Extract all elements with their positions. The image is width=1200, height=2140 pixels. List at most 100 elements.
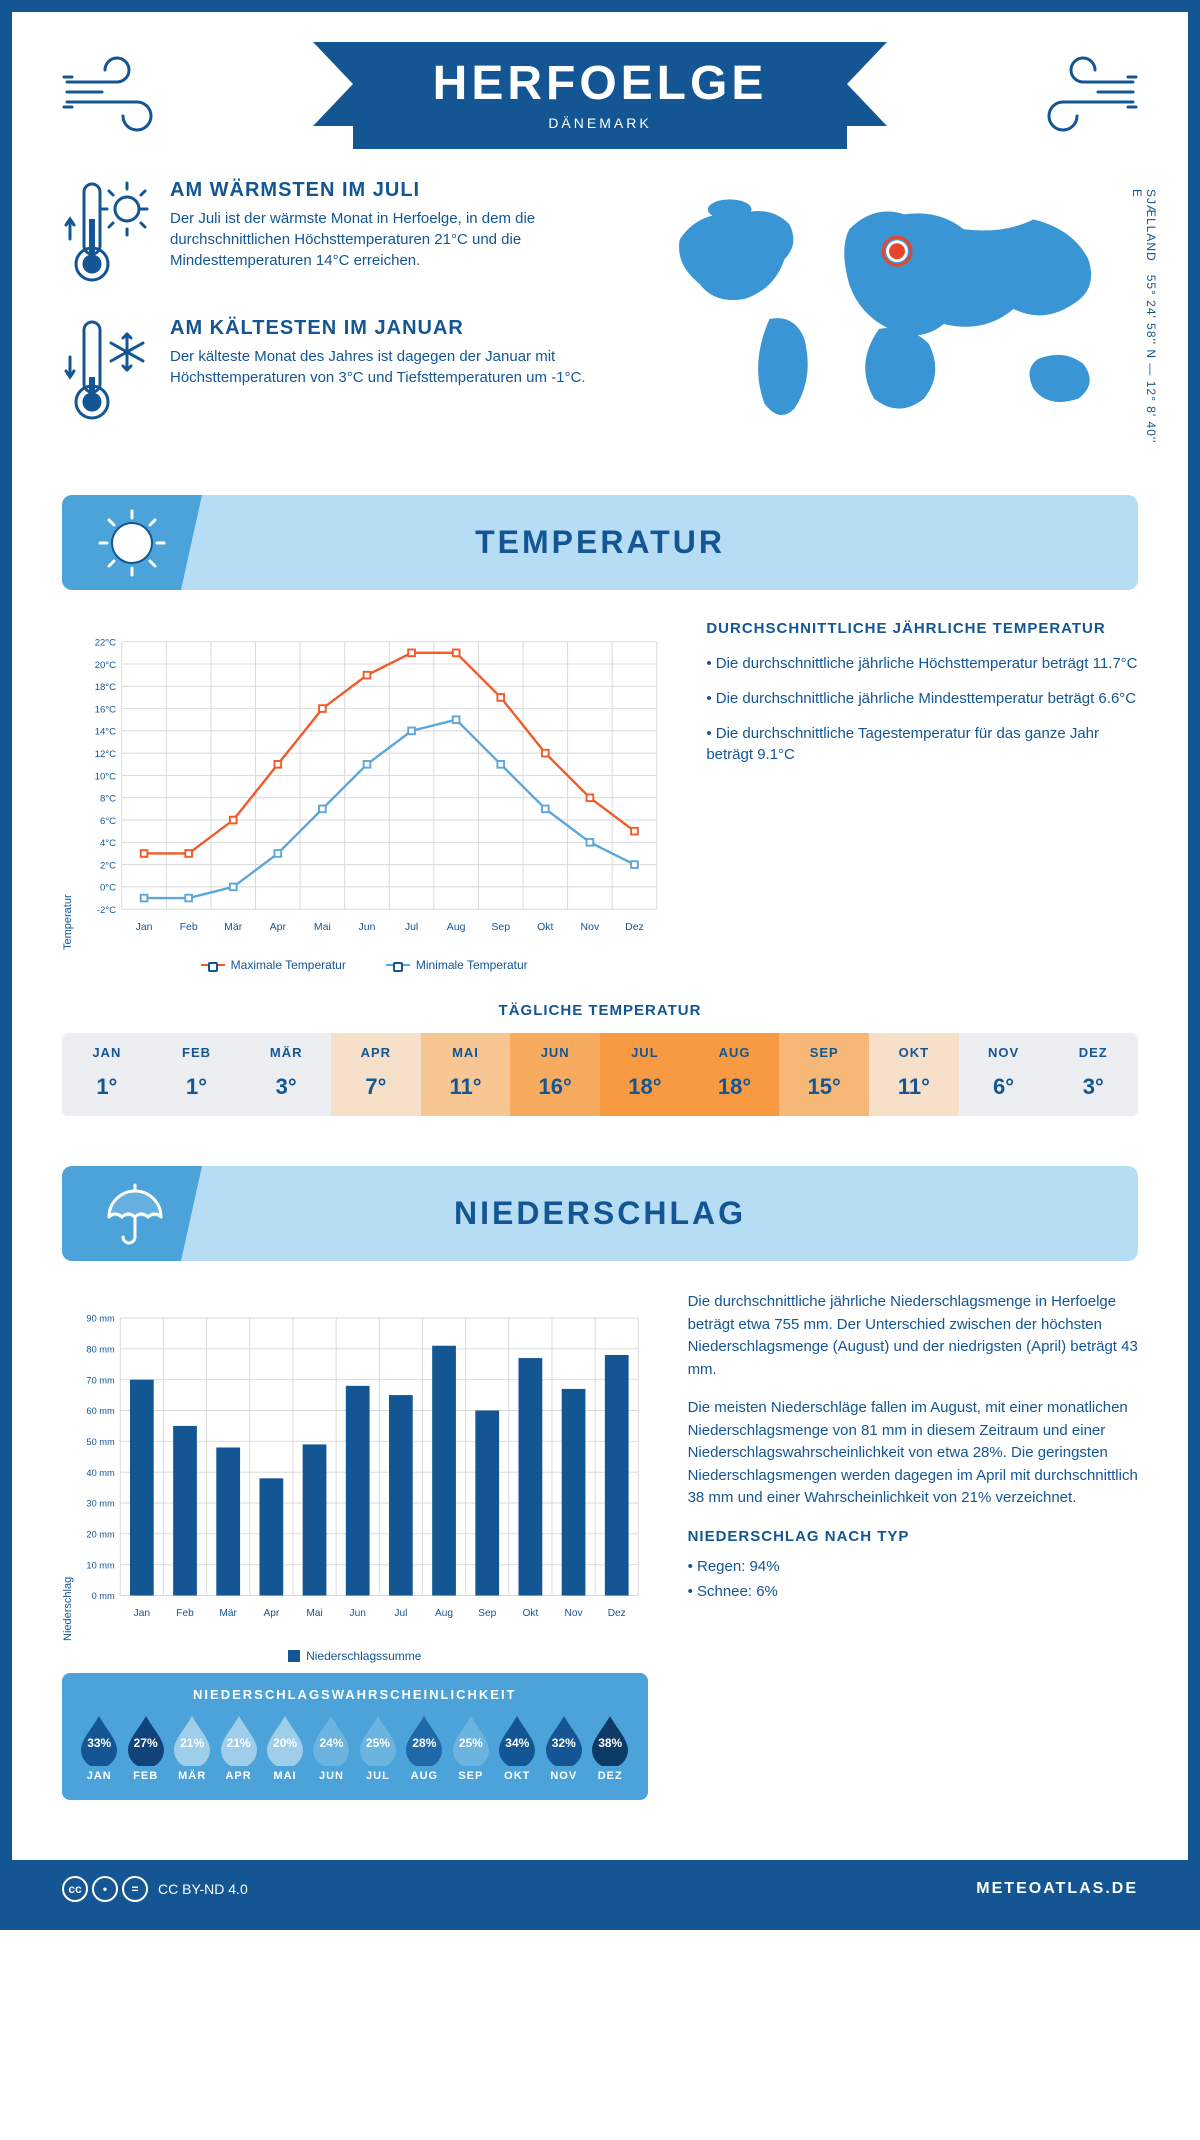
svg-text:4°C: 4°C — [100, 838, 116, 849]
daily-temp-cell: DEZ3° — [1048, 1033, 1138, 1116]
precip-prob-drop: 27%FEB — [122, 1712, 168, 1782]
precip-prob-drop: 28%AUG — [401, 1712, 447, 1782]
svg-text:Mai: Mai — [314, 921, 331, 933]
svg-text:Aug: Aug — [447, 921, 466, 933]
precipitation-chart: Niederschlag 0 mm10 mm20 mm30 mm40 mm50 … — [62, 1291, 648, 1663]
daily-temp-strip: JAN1°FEB1°MÄR3°APR7°MAI11°JUN16°JUL18°AU… — [62, 1033, 1138, 1116]
svg-text:0 mm: 0 mm — [92, 1591, 115, 1601]
svg-text:Mär: Mär — [219, 1608, 237, 1619]
page-title: HERFOELGE — [433, 56, 768, 111]
svg-text:60 mm: 60 mm — [86, 1406, 115, 1416]
fact-title: AM WÄRMSTEN IM JULI — [170, 179, 610, 202]
daily-temp-cell: AUG18° — [690, 1033, 780, 1116]
svg-text:Okt: Okt — [522, 1608, 538, 1619]
precip-prob-drop: 25%SEP — [448, 1712, 494, 1782]
daily-temp-cell: APR7° — [331, 1033, 421, 1116]
fact-text: Der Juli ist der wärmste Monat in Herfoe… — [170, 208, 610, 271]
header: HERFOELGE DÄNEMARK — [62, 42, 1138, 149]
precip-prob-drop: 32%NOV — [541, 1712, 587, 1782]
svg-text:Mai: Mai — [306, 1608, 322, 1619]
svg-text:Feb: Feb — [176, 1608, 194, 1619]
svg-text:20°C: 20°C — [95, 660, 116, 671]
precip-prob-drop: 33%JAN — [76, 1712, 122, 1782]
svg-text:Nov: Nov — [581, 921, 600, 933]
daily-temp-cell: FEB1° — [152, 1033, 242, 1116]
precipitation-summary: Die durchschnittliche jährliche Niedersc… — [688, 1291, 1138, 1800]
svg-text:Dez: Dez — [625, 921, 644, 933]
svg-text:2°C: 2°C — [100, 860, 116, 871]
svg-text:Nov: Nov — [565, 1608, 584, 1619]
svg-text:20 mm: 20 mm — [86, 1530, 115, 1540]
svg-text:Jun: Jun — [359, 921, 376, 933]
svg-text:6°C: 6°C — [100, 816, 116, 827]
svg-text:Mär: Mär — [224, 921, 243, 933]
world-map-svg — [640, 179, 1138, 439]
svg-text:Apr: Apr — [270, 921, 287, 933]
precip-prob-drop: 38%DEZ — [587, 1712, 633, 1782]
svg-text:Dez: Dez — [608, 1608, 626, 1619]
svg-text:70 mm: 70 mm — [86, 1375, 115, 1385]
fact-title: AM KÄLTESTEN IM JANUAR — [170, 317, 610, 340]
svg-text:0°C: 0°C — [100, 883, 116, 894]
daily-temp-cell: MAI11° — [421, 1033, 511, 1116]
svg-text:10 mm: 10 mm — [86, 1560, 115, 1570]
precip-prob-drop: 20%MAI — [262, 1712, 308, 1782]
temp-legend: Maximale Temperatur Minimale Temperatur — [62, 958, 666, 972]
sun-icon — [97, 508, 167, 578]
svg-text:10°C: 10°C — [95, 771, 116, 782]
license-text: CC BY-ND 4.0 — [158, 1881, 248, 1897]
precip-prob-drop: 25%JUL — [355, 1712, 401, 1782]
svg-text:16°C: 16°C — [95, 704, 116, 715]
svg-text:80 mm: 80 mm — [86, 1345, 115, 1355]
precip-prob-drop: 21%MÄR — [169, 1712, 215, 1782]
precip-prob-drop: 21%APR — [215, 1712, 261, 1782]
svg-text:18°C: 18°C — [95, 682, 116, 693]
daily-temp-cell: JAN1° — [62, 1033, 152, 1116]
svg-text:Apr: Apr — [263, 1608, 279, 1619]
precip-probability-box: NIEDERSCHLAGSWAHRSCHEINLICHKEIT 33%JAN27… — [62, 1673, 648, 1800]
svg-text:12°C: 12°C — [95, 749, 116, 760]
temperature-summary: DURCHSCHNITTLICHE JÄHRLICHE TEMPERATUR •… — [706, 620, 1138, 972]
section-title: NIEDERSCHLAG — [454, 1195, 746, 1232]
wind-icon — [62, 52, 182, 142]
svg-text:40 mm: 40 mm — [86, 1468, 115, 1478]
svg-text:Jan: Jan — [134, 1608, 150, 1619]
fact-text: Der kälteste Monat des Jahres ist dagege… — [170, 346, 610, 388]
svg-text:Sep: Sep — [478, 1608, 496, 1619]
title-ribbon: HERFOELGE DÄNEMARK — [353, 42, 848, 149]
daily-temp-cell: MÄR3° — [241, 1033, 331, 1116]
temperature-chart: Temperatur -2°C0°C2°C4°C6°C8°C10°C12°C14… — [62, 620, 666, 972]
svg-text:Jun: Jun — [350, 1608, 366, 1619]
thermometer-hot-icon — [62, 179, 152, 289]
daily-temp-title: TÄGLICHE TEMPERATUR — [62, 1002, 1138, 1019]
site-name: METEOATLAS.DE — [976, 1880, 1138, 1898]
svg-text:Jul: Jul — [405, 921, 418, 933]
section-title: TEMPERATUR — [475, 524, 725, 561]
section-temperature: TEMPERATUR — [62, 495, 1138, 590]
precip-prob-drop: 24%JUN — [308, 1712, 354, 1782]
umbrella-icon — [97, 1179, 167, 1249]
svg-text:22°C: 22°C — [95, 638, 116, 649]
daily-temp-cell: NOV6° — [959, 1033, 1049, 1116]
footer: cc•= CC BY-ND 4.0 METEOATLAS.DE — [12, 1860, 1188, 1918]
svg-text:30 mm: 30 mm — [86, 1499, 115, 1509]
svg-text:Aug: Aug — [435, 1608, 453, 1619]
svg-text:8°C: 8°C — [100, 794, 116, 805]
svg-text:50 mm: 50 mm — [86, 1437, 115, 1447]
daily-temp-cell: SEP15° — [779, 1033, 869, 1116]
svg-text:90 mm: 90 mm — [86, 1314, 115, 1324]
fact-coldest: AM KÄLTESTEN IM JANUAR Der kälteste Mona… — [62, 317, 610, 427]
daily-temp-cell: JUN16° — [510, 1033, 600, 1116]
fact-warmest: AM WÄRMSTEN IM JULI Der Juli ist der wär… — [62, 179, 610, 289]
section-precipitation: NIEDERSCHLAG — [62, 1166, 1138, 1261]
svg-text:Feb: Feb — [180, 921, 198, 933]
svg-text:Sep: Sep — [491, 921, 510, 933]
cc-license-icon: cc•= — [62, 1876, 148, 1902]
precip-prob-drop: 34%OKT — [494, 1712, 540, 1782]
daily-temp-cell: JUL18° — [600, 1033, 690, 1116]
wind-icon — [1018, 52, 1138, 142]
svg-text:Jul: Jul — [394, 1608, 407, 1619]
svg-text:Okt: Okt — [537, 921, 553, 933]
world-map: SJÆLLAND 55° 24' 58'' N — 12° 8' 40'' E — [640, 179, 1138, 455]
daily-temp-cell: OKT11° — [869, 1033, 959, 1116]
